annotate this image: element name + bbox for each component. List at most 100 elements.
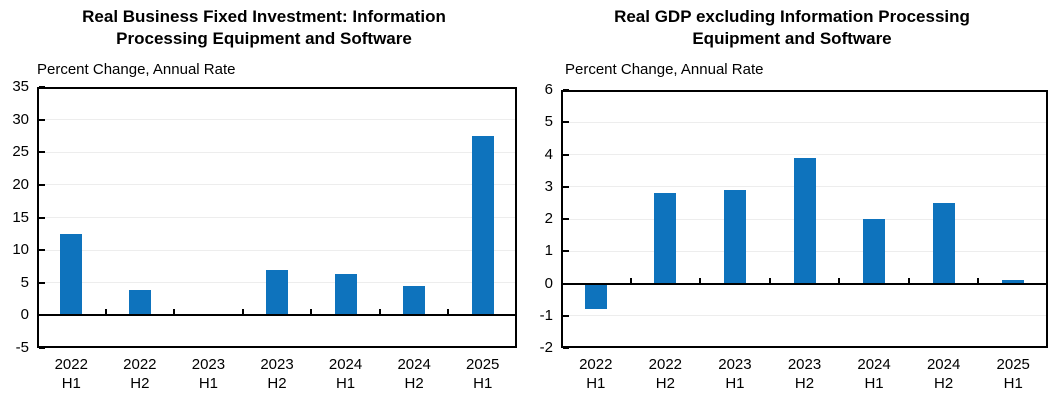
- x-label-year: 2022: [579, 356, 613, 373]
- y-axis-tick-label: 15: [12, 208, 29, 226]
- bar-2025-H1: [1002, 280, 1025, 284]
- x-axis-tick-label: 2022 H1: [37, 355, 105, 393]
- x-label-year: 2024: [926, 356, 961, 373]
- y-axis-tick: [563, 250, 569, 253]
- bar-2023-H2: [793, 157, 816, 284]
- x-axis-tick-label: 2024 H2: [910, 355, 978, 393]
- bar-2022-H1: [584, 283, 607, 310]
- x-label-half: H1: [198, 375, 219, 392]
- x-label-year: 2025: [996, 356, 1030, 373]
- x-label-half: H1: [61, 375, 81, 392]
- y-axis-tick-label: 5: [544, 113, 553, 131]
- y-axis-tick: [563, 153, 569, 156]
- x-axis-tick-label: 2023 H2: [243, 355, 311, 393]
- gridline: [39, 217, 515, 218]
- x-label-year: 2024: [328, 356, 363, 373]
- bar-2024-H2: [403, 286, 426, 316]
- y-axis-tick: [563, 347, 569, 349]
- x-axis-tick-label: 2022 H2: [631, 355, 699, 393]
- chart-ipes-investment: Real Business Fixed Investment: Informat…: [0, 6, 528, 393]
- x-label-year: 2023: [260, 356, 294, 373]
- y-axis-tick: [563, 218, 569, 220]
- x-axis-tick: [378, 309, 381, 316]
- x-label-half: H2: [404, 375, 424, 392]
- bar-2023-H1: [723, 189, 746, 284]
- chart-title: Real GDP excluding Information Processin…: [528, 6, 1056, 50]
- x-axis-tick: [977, 277, 980, 284]
- y-axis-tick: [563, 185, 569, 188]
- bar-2022-H2: [654, 193, 677, 284]
- x-label-half: H1: [1003, 375, 1023, 392]
- chart-title-line-2: Processing Equipment and Software: [116, 29, 412, 48]
- x-axis-tick-label: 2024 H1: [312, 355, 380, 393]
- y-axis-tick: [39, 347, 45, 349]
- y-axis-tick: [39, 151, 45, 154]
- y-axis-tick-label: -5: [15, 339, 29, 356]
- x-label-year: 2023: [191, 356, 226, 373]
- x-label-half: H1: [586, 375, 606, 392]
- bar-2024-H1: [334, 274, 357, 316]
- x-label-year: 2023: [787, 356, 822, 373]
- chart-gdp-ex-ipes: Real GDP excluding Information Processin…: [528, 0, 1056, 404]
- plot-frame: [561, 90, 1048, 348]
- x-label-half: H2: [267, 375, 287, 392]
- x-label-year: 2025: [466, 356, 500, 373]
- y-axis-units-label: Percent Change, Annual Rate: [37, 61, 236, 78]
- chart-title-line-1: Real GDP excluding Information Processin…: [614, 7, 970, 26]
- y-axis-tick-label: 25: [12, 143, 29, 161]
- bar-2024-H1: [863, 219, 886, 284]
- bar-2022-H1: [60, 234, 83, 316]
- x-axis-tick: [447, 309, 450, 316]
- x-axis-tick-label: 2022 H2: [106, 355, 174, 393]
- bar-2023-H2: [266, 269, 288, 316]
- chart-title-line-1: Real Business Fixed Investment: Informat…: [82, 7, 446, 26]
- x-label-half: H2: [130, 375, 150, 392]
- gridline: [39, 151, 515, 153]
- x-label-year: 2023: [718, 356, 752, 373]
- y-axis-tick-label: 0: [544, 274, 553, 292]
- x-label-half: H1: [473, 375, 493, 392]
- x-axis-tick: [173, 309, 176, 316]
- x-label-year: 2022: [123, 356, 157, 373]
- gridline: [39, 184, 515, 186]
- bar-2025-H1: [471, 135, 494, 316]
- y-axis-units-label: Percent Change, Annual Rate: [565, 61, 764, 78]
- x-label-year: 2022: [648, 356, 683, 373]
- y-axis-tick-label: 35: [12, 78, 29, 95]
- y-axis-tick-label: 0: [20, 306, 29, 324]
- x-axis-tick: [629, 277, 632, 284]
- x-label-half: H2: [794, 375, 815, 392]
- x-axis-tick: [104, 309, 107, 316]
- x-axis-tick: [768, 277, 771, 284]
- bar-2022-H2: [128, 289, 151, 316]
- y-axis-tick: [39, 281, 45, 284]
- chart-title-line-2: Equipment and Software: [692, 29, 892, 48]
- chart-title: Real Business Fixed Investment: Informat…: [0, 6, 528, 50]
- x-label-year: 2024: [857, 356, 891, 373]
- plot-frame: [37, 87, 517, 348]
- y-axis-tick-label: 5: [20, 273, 29, 291]
- y-axis-tick: [39, 183, 45, 186]
- y-axis-tick-label: 3: [544, 177, 553, 195]
- x-label-half: H1: [335, 375, 356, 392]
- y-axis-tick-label: 10: [12, 241, 29, 259]
- gridline: [563, 154, 1046, 155]
- x-axis-tick-label: 2025 H1: [449, 355, 517, 393]
- y-axis-tick-label: 30: [12, 110, 29, 128]
- x-axis-tick: [699, 277, 702, 284]
- x-axis-tick-label: 2024 H1: [840, 355, 908, 393]
- x-axis-tick-label: 2023 H1: [174, 355, 242, 393]
- x-axis-tick: [310, 309, 313, 316]
- y-axis-tick-label: 2: [544, 210, 553, 227]
- y-axis-tick: [563, 314, 569, 317]
- x-axis-tick-label: 2023 H1: [701, 355, 769, 393]
- gridline: [39, 119, 515, 121]
- x-label-half: H2: [934, 375, 954, 392]
- x-axis-tick-label: 2022 H1: [562, 355, 630, 393]
- x-axis-tick-label: 2025 H1: [979, 355, 1047, 393]
- x-axis-tick: [838, 277, 841, 284]
- x-label-half: H2: [655, 375, 675, 392]
- x-label-year: 2022: [54, 356, 88, 373]
- y-axis-tick-label: 1: [544, 242, 553, 260]
